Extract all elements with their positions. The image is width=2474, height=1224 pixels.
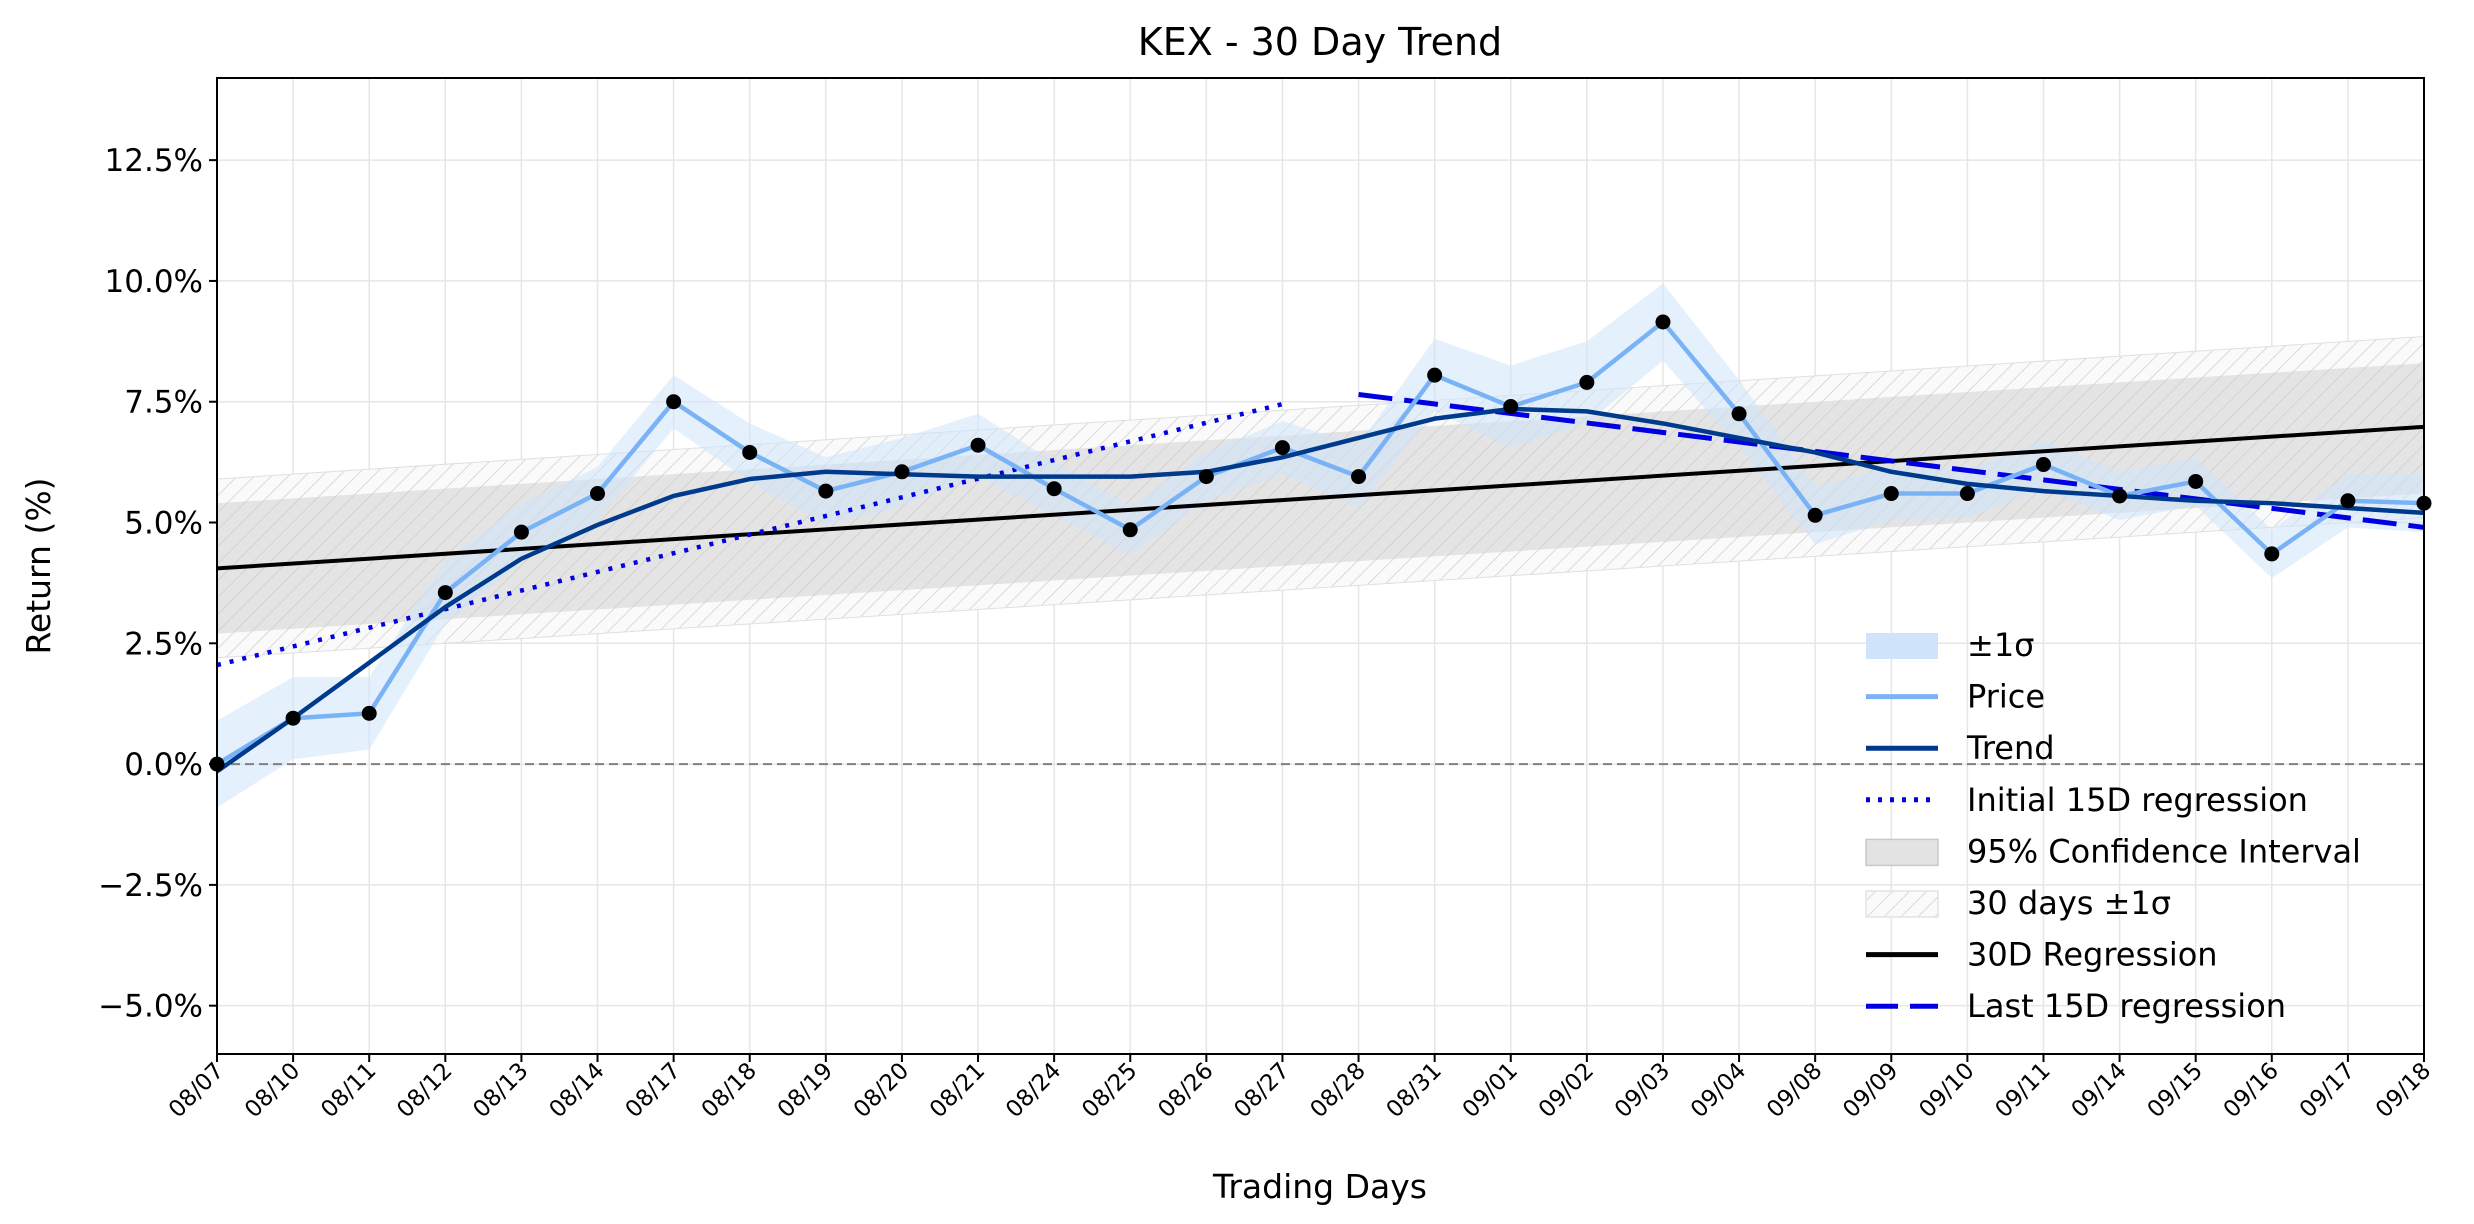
price-marker xyxy=(1655,314,1671,330)
price-marker xyxy=(742,444,758,460)
price-marker xyxy=(361,705,377,721)
price-marker xyxy=(1807,507,1823,523)
price-marker xyxy=(1122,522,1138,538)
price-marker xyxy=(590,486,606,502)
y-tick-label: 5.0% xyxy=(124,506,203,542)
price-marker xyxy=(818,483,834,499)
price-marker xyxy=(437,585,453,601)
price-marker xyxy=(1731,406,1747,422)
markers-layer xyxy=(209,314,2432,772)
legend-label: ±1σ xyxy=(1967,626,2034,664)
price-marker xyxy=(1351,469,1367,485)
price-marker xyxy=(1274,440,1290,456)
price-marker xyxy=(1503,399,1519,415)
legend-label: Initial 15D regression xyxy=(1967,781,2308,819)
chart-title: KEX - 30 Day Trend xyxy=(1138,20,1502,64)
legend-label: Last 15D regression xyxy=(1967,987,2286,1025)
price-marker xyxy=(2035,457,2051,473)
legend: ±1σ Price Trend Initial 15D regression 95% C… xyxy=(1865,626,2361,1025)
price-marker xyxy=(1427,367,1443,383)
legend-label: Price xyxy=(1967,678,2045,716)
price-marker xyxy=(513,524,529,540)
y-tick-label: 12.5% xyxy=(105,143,203,179)
y-tick-label: 0.0% xyxy=(124,747,203,783)
price-marker xyxy=(2188,473,2204,489)
x-axis-label: Trading Days xyxy=(1212,1167,1427,1206)
y-axis: −5.0% −2.5% 0.0% 2.5% 5.0% 7.5% 10.0% 12.5% xyxy=(98,143,217,1025)
y-tick-label: 7.5% xyxy=(124,385,203,421)
price-marker xyxy=(285,710,301,726)
regression-30d-line xyxy=(217,424,2424,571)
price-marker xyxy=(1883,486,1899,502)
price-marker xyxy=(1046,481,1062,497)
legend-swatch xyxy=(1865,890,1939,918)
trend-line xyxy=(217,406,2424,774)
y-tick-label: −5.0% xyxy=(98,989,203,1025)
legend-label: Trend xyxy=(1966,729,2055,767)
legend-swatch xyxy=(1866,633,1938,659)
price-marker xyxy=(666,394,682,410)
price-marker xyxy=(2264,546,2280,562)
price-marker xyxy=(894,464,910,480)
y-tick-label: 10.0% xyxy=(105,264,203,300)
last-15d-regression-line xyxy=(1358,391,2424,530)
price-marker xyxy=(2112,488,2128,504)
legend-label: 30D Regression xyxy=(1967,936,2218,974)
initial-15d-regression-line xyxy=(217,401,1283,668)
price-marker xyxy=(970,437,986,453)
legend-label: 95% Confidence Interval xyxy=(1967,832,2361,870)
legend-label: 30 days ±1σ xyxy=(1967,884,2171,922)
price-line xyxy=(217,319,2424,767)
y-tick-label: 2.5% xyxy=(124,626,203,662)
y-tick-label: −2.5% xyxy=(98,868,203,904)
y-axis-label: Return (%) xyxy=(19,477,58,654)
price-marker xyxy=(1198,469,1214,485)
price-marker xyxy=(2340,493,2356,509)
legend-swatch xyxy=(1865,838,1939,867)
price-marker xyxy=(1579,374,1595,390)
plot-frame xyxy=(216,77,2425,1055)
price-marker xyxy=(1959,486,1975,502)
lines-layer xyxy=(217,319,2424,774)
